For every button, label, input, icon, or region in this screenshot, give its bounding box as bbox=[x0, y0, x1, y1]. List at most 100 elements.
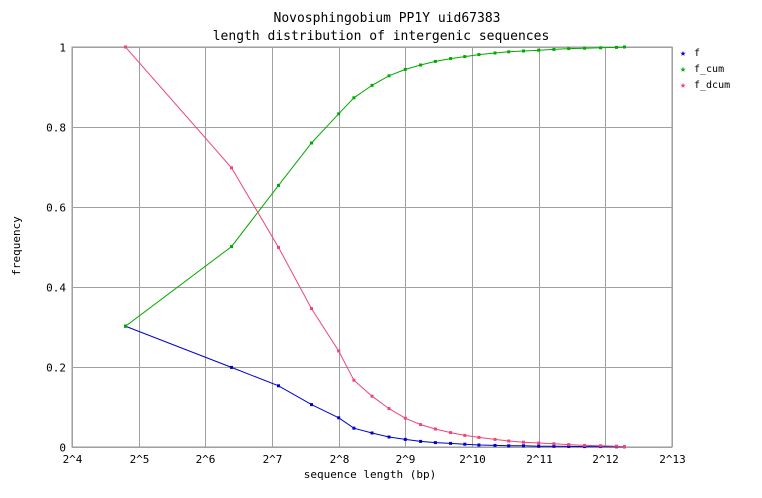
data-point bbox=[522, 440, 525, 444]
data-point bbox=[230, 365, 233, 369]
data-point bbox=[277, 183, 280, 187]
data-point bbox=[310, 141, 313, 145]
legend-label: f_dcum bbox=[694, 79, 731, 91]
data-point bbox=[310, 307, 313, 311]
legend-marker-icon: ★ bbox=[679, 79, 687, 91]
x-tick-label: 2^11 bbox=[526, 453, 553, 466]
data-point bbox=[552, 444, 556, 448]
data-point bbox=[615, 45, 618, 49]
data-point bbox=[352, 426, 356, 430]
chart-title: Novosphingobium PP1Y uid67383 bbox=[274, 11, 501, 26]
data-point bbox=[463, 442, 467, 446]
data-point bbox=[387, 435, 391, 439]
data-point bbox=[124, 45, 127, 49]
data-point bbox=[477, 443, 481, 447]
data-point bbox=[583, 443, 587, 447]
data-point bbox=[370, 394, 374, 398]
data-point bbox=[493, 51, 497, 55]
series-line-f_dcum bbox=[125, 46, 625, 448]
data-point bbox=[537, 444, 541, 448]
x-tick-label: 2^7 bbox=[263, 453, 283, 466]
data-point bbox=[277, 245, 280, 249]
grid bbox=[71, 46, 673, 448]
data-point bbox=[449, 431, 453, 435]
data-point bbox=[337, 416, 341, 420]
data-point bbox=[352, 378, 356, 382]
data-point bbox=[537, 441, 541, 445]
data-point bbox=[463, 55, 467, 59]
data-point bbox=[403, 416, 407, 420]
data-point bbox=[623, 445, 626, 449]
data-point bbox=[370, 83, 374, 87]
data-point bbox=[463, 433, 467, 437]
series-layer bbox=[124, 45, 626, 449]
series-line-f_cum bbox=[125, 46, 625, 327]
data-point bbox=[552, 442, 556, 446]
data-point bbox=[433, 441, 437, 445]
x-tick-label: 2^8 bbox=[330, 453, 350, 466]
y-tick-label: 1 bbox=[59, 42, 66, 55]
data-point bbox=[599, 46, 603, 50]
data-point bbox=[477, 53, 481, 57]
data-point bbox=[310, 403, 313, 407]
legend-marker-icon: ★ bbox=[679, 63, 687, 75]
data-point bbox=[567, 444, 571, 448]
data-point bbox=[230, 166, 233, 170]
series-f_cum bbox=[124, 45, 626, 328]
y-axis-label: frequency bbox=[10, 216, 23, 276]
legend-item-f_cum: ★ f_cum bbox=[678, 61, 730, 77]
data-point bbox=[277, 384, 280, 388]
data-point bbox=[387, 74, 391, 78]
data-point bbox=[583, 46, 587, 50]
data-point bbox=[419, 63, 423, 67]
data-point bbox=[433, 427, 437, 431]
chart-subtitle: length distribution of intergenic sequen… bbox=[213, 29, 550, 44]
data-point bbox=[522, 49, 525, 53]
y-tick-label: 0 bbox=[59, 442, 66, 455]
data-point bbox=[449, 57, 453, 61]
data-point bbox=[433, 59, 437, 63]
series-f_dcum bbox=[124, 45, 626, 449]
data-point bbox=[507, 444, 511, 448]
x-tick-label: 2^13 bbox=[659, 453, 686, 466]
data-point bbox=[493, 437, 497, 441]
legend-label: f bbox=[694, 47, 701, 59]
legend-marker-icon: ★ bbox=[679, 47, 687, 59]
data-point bbox=[522, 444, 525, 448]
data-point bbox=[623, 45, 626, 49]
y-tick-label: 0.8 bbox=[46, 122, 66, 135]
x-tick-label: 2^10 bbox=[459, 453, 486, 466]
data-point bbox=[337, 112, 341, 116]
legend-item-f: ★ f bbox=[678, 45, 730, 61]
x-axis-label: sequence length (bp) bbox=[304, 468, 436, 481]
data-point bbox=[403, 437, 407, 441]
data-point bbox=[449, 441, 453, 445]
x-tick-label: 2^12 bbox=[592, 453, 619, 466]
data-point bbox=[507, 439, 511, 443]
x-tick-label: 2^6 bbox=[196, 453, 216, 466]
data-point bbox=[403, 67, 407, 71]
data-point bbox=[419, 423, 423, 427]
data-point bbox=[615, 444, 618, 448]
data-point bbox=[552, 47, 556, 51]
y-tick-label: 0.6 bbox=[46, 202, 66, 215]
data-point bbox=[599, 444, 603, 448]
legend-item-f_dcum: ★ f_dcum bbox=[678, 77, 730, 93]
plot-frame bbox=[71, 46, 673, 448]
tick-labels: 2^4 2^5 2^6 2^7 2^8 2^9 2^10 2^11 2^12 2^13 0 0.2 0.… bbox=[46, 42, 686, 467]
data-point bbox=[370, 431, 374, 435]
data-point bbox=[387, 407, 391, 411]
data-point bbox=[337, 349, 341, 353]
series-line-f bbox=[125, 325, 625, 448]
legend-label: f_cum bbox=[694, 63, 725, 75]
y-tick-label: 0.2 bbox=[46, 362, 66, 375]
legend: ★ f ★ f_cum ★ f_dcum bbox=[678, 45, 730, 93]
y-tick-label: 0.4 bbox=[46, 282, 66, 295]
x-tick-label: 2^5 bbox=[130, 453, 150, 466]
data-point bbox=[567, 443, 571, 447]
data-point bbox=[419, 439, 423, 443]
data-point bbox=[507, 50, 511, 54]
data-point bbox=[537, 48, 541, 52]
data-point bbox=[567, 47, 571, 51]
